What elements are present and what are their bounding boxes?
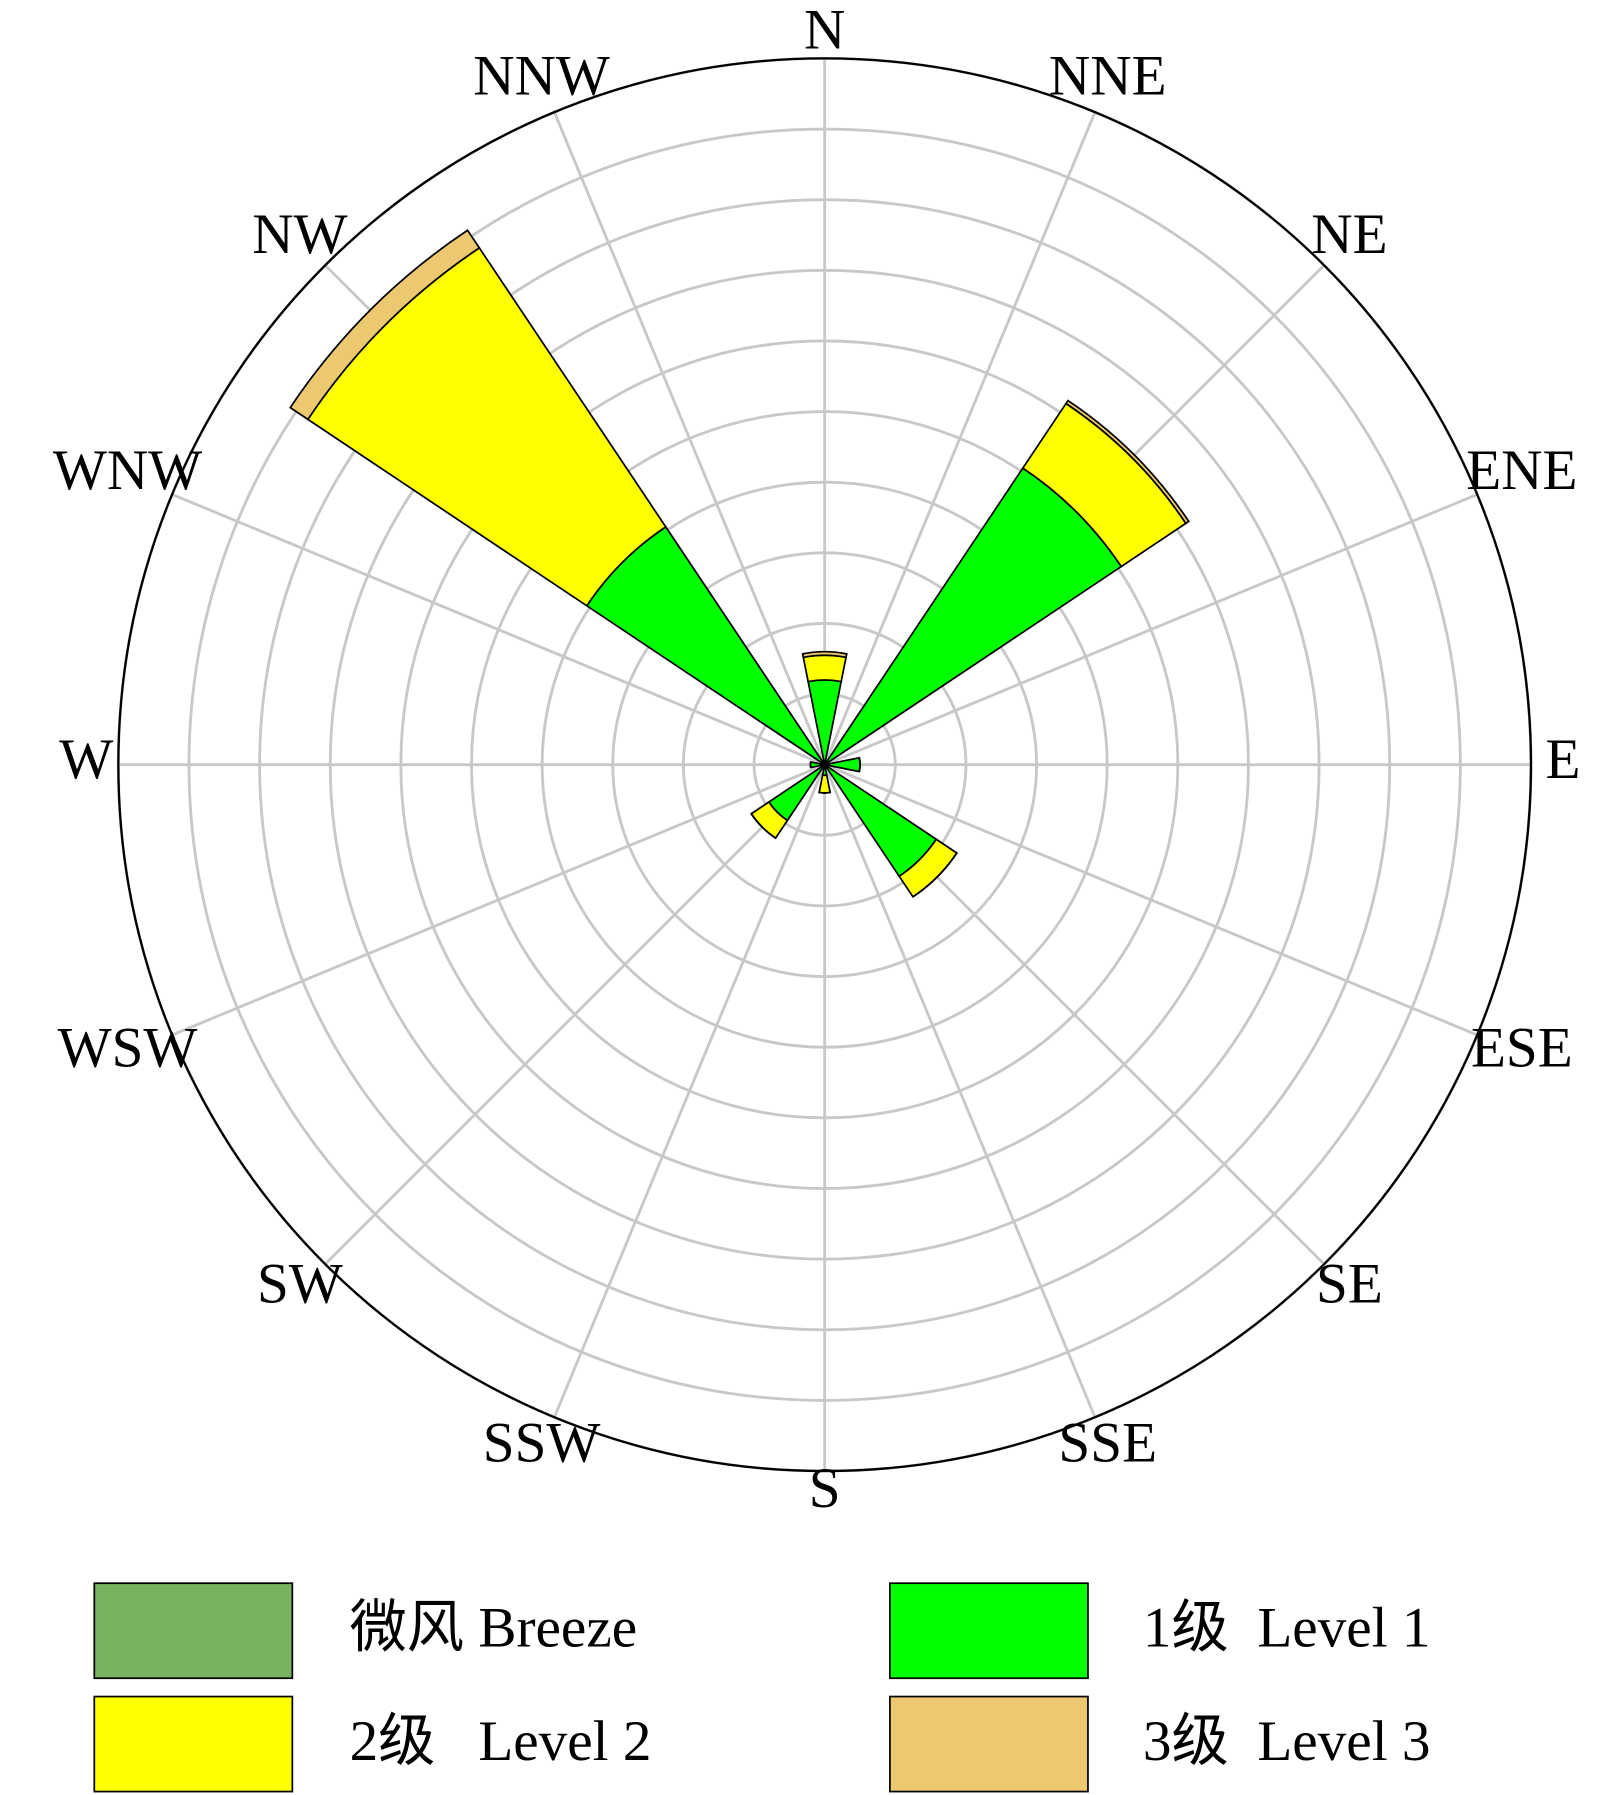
direction-label: S [809, 1457, 841, 1520]
legend: 微风 Breeze 1级 Level 1 2级 Level 2 3级 Level 3 [93, 1582, 1431, 1793]
direction-label: NE [1311, 203, 1387, 266]
direction-label: NNW [473, 44, 610, 107]
direction-label: N [804, 0, 845, 62]
direction-label: SSE [1058, 1411, 1157, 1474]
spoke [324, 763, 826, 1266]
wedge [289, 229, 481, 421]
direction-label: WSW [58, 1017, 198, 1080]
spoke [824, 763, 1478, 1037]
wedge [818, 791, 831, 794]
spoke [553, 764, 826, 1418]
direction-label: SE [1316, 1253, 1383, 1316]
direction-label: SSW [483, 1411, 601, 1474]
wedge [821, 767, 828, 777]
direction-label: NNE [1049, 44, 1167, 107]
legend-swatch [93, 1695, 294, 1793]
wedge [802, 654, 848, 683]
grid [116, 56, 1533, 1473]
wedge [1064, 399, 1190, 525]
spoke [823, 764, 1097, 1418]
spoke [824, 493, 1478, 767]
direction-label: SW [257, 1253, 343, 1316]
legend-swatch [889, 1582, 1089, 1680]
legend-label: 微风 Breeze [350, 1597, 638, 1660]
legend-swatch [93, 1582, 294, 1680]
direction-label: E [1546, 728, 1581, 791]
spoke [171, 493, 826, 767]
spoke [823, 111, 1097, 766]
spoke [171, 763, 826, 1037]
spoke [553, 111, 826, 766]
outer-circle [117, 57, 1533, 1473]
wedge [801, 650, 848, 659]
legend-swatch [889, 1695, 1089, 1793]
wedge [858, 757, 861, 772]
direction-label: ENE [1466, 439, 1577, 502]
legend-label: 3级 Level 3 [1143, 1710, 1431, 1773]
bars [289, 229, 1190, 899]
legend-label: 2级 Level 2 [350, 1710, 652, 1773]
direction-label: WNW [53, 439, 202, 502]
direction-label: W [59, 728, 113, 791]
direction-labels: N NNE NE ENE E ESE SE SSE S SSW SW WSW W WNW NW NNW [53, 0, 1581, 1520]
legend-label: 1级 Level 1 [1143, 1597, 1431, 1660]
direction-label: ESE [1471, 1017, 1573, 1080]
direction-label: NW [252, 203, 347, 266]
wedge [818, 774, 832, 794]
